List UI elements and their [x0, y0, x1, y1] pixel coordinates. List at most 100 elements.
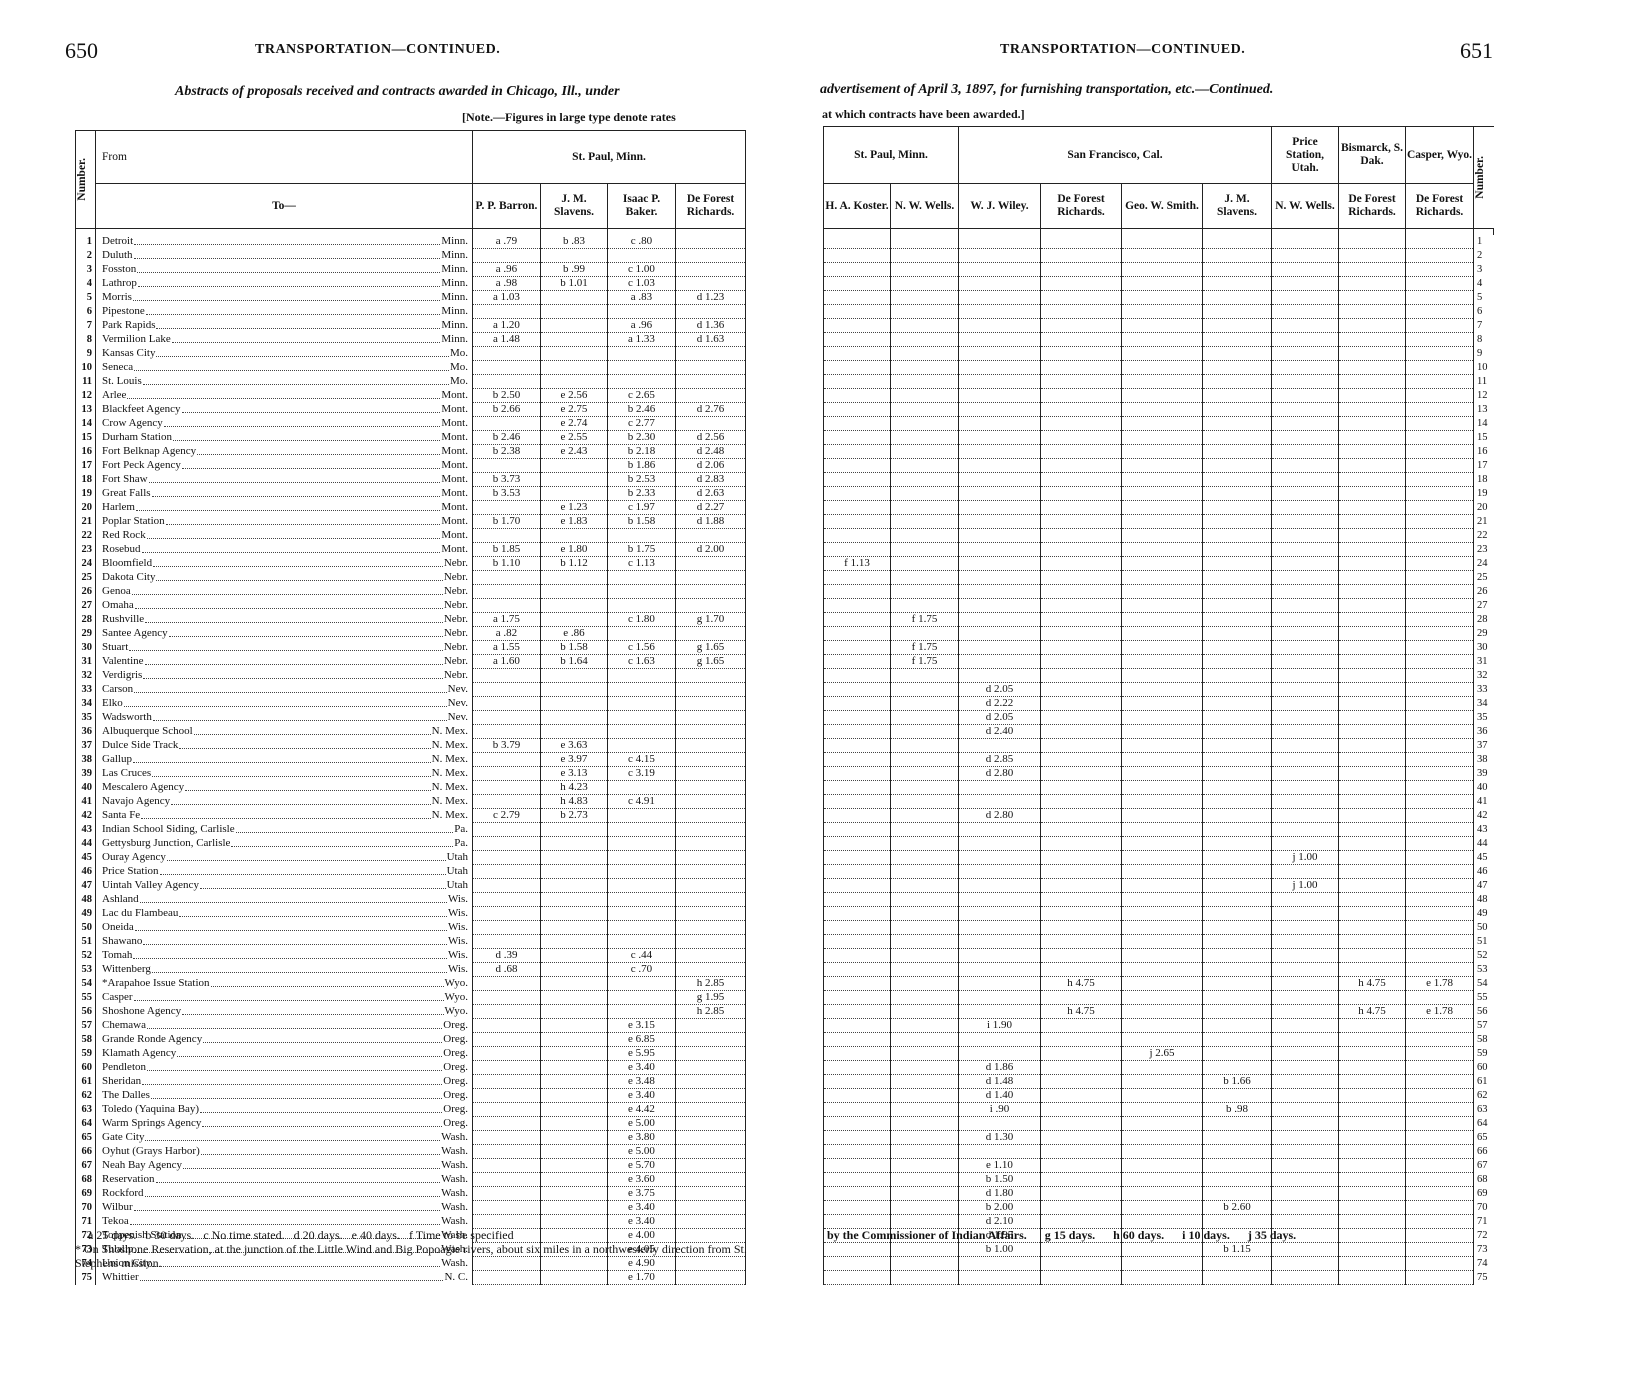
rate: [1338, 374, 1407, 389]
row-number: 51: [75, 934, 96, 949]
state: Nebr.: [443, 669, 468, 681]
running-head: TRANSPORTATION—CONTINUED.: [255, 42, 501, 57]
leader: [137, 277, 441, 287]
row: 20: [823, 500, 1494, 515]
rate: d 1.63: [675, 332, 746, 347]
rate: b 1.64: [540, 654, 608, 669]
rate: [823, 304, 891, 319]
rate: [823, 738, 891, 753]
place-line: Navajo Agency N. Mex.: [102, 795, 468, 808]
rate: [958, 1144, 1041, 1159]
row-number: 56: [1473, 1004, 1494, 1019]
rate: [1271, 836, 1340, 851]
row: 67 Neah Bay Agency Wash. e 5.70: [75, 1158, 746, 1173]
row: 32: [823, 668, 1494, 683]
rate: [1040, 766, 1122, 781]
rate: [1121, 864, 1203, 879]
rate: [472, 1130, 541, 1145]
rate: [1271, 235, 1340, 249]
place-line: Fort Shaw Mont.: [102, 473, 468, 486]
row-number: 54: [75, 976, 96, 991]
place-line: Carson Nev.: [102, 683, 468, 696]
rate: g 1.65: [675, 640, 746, 655]
place-line: Rosebud Mont.: [102, 543, 468, 556]
state: Nebr.: [443, 599, 468, 611]
rate: [1271, 948, 1340, 963]
place-name: Tulalip: [102, 1243, 134, 1255]
rate: [823, 1004, 891, 1019]
rate: [1271, 710, 1340, 725]
rate: [540, 1060, 608, 1075]
rate: [1338, 668, 1407, 683]
rate: [675, 710, 746, 725]
place-name: Rockford: [102, 1187, 144, 1199]
rate: [675, 920, 746, 935]
state: Pa.: [454, 823, 468, 835]
leader: [141, 543, 441, 553]
rate: [1121, 1004, 1203, 1019]
rate: [1040, 486, 1122, 501]
rate: b 3.73: [472, 472, 541, 487]
rate: a 1.03: [472, 290, 541, 305]
rate: [1201, 1158, 1273, 1173]
row: 49: [823, 906, 1494, 921]
place-line: Pendleton Oreg.: [102, 1061, 468, 1074]
rate: [607, 696, 676, 711]
row: 10: [823, 360, 1494, 375]
rate: [1405, 752, 1475, 767]
row-number: 70: [1473, 1200, 1494, 1215]
rate: [1201, 892, 1273, 907]
rate: [958, 486, 1041, 501]
row-number: 19: [75, 486, 96, 501]
rate: [1201, 920, 1273, 935]
rate: d 1.80: [958, 1186, 1041, 1201]
rate: [675, 962, 746, 977]
rate: [540, 1088, 608, 1103]
rate: [958, 402, 1041, 417]
leader: [143, 669, 443, 679]
column-header: Geo. W. Smith.: [1121, 183, 1203, 229]
leader: [143, 935, 447, 945]
rate: [1338, 1228, 1407, 1243]
left-table: Number. From St. Paul, Minn. To— P. P. Barro…: [75, 130, 746, 1285]
row: 27 Omaha Nebr.: [75, 598, 746, 613]
place-line: Fosston Minn.: [102, 263, 468, 276]
rate: [607, 822, 676, 837]
rate: [1201, 444, 1273, 459]
rate: a 1.55: [472, 640, 541, 655]
rate: [1121, 738, 1203, 753]
rate: [1338, 1130, 1407, 1145]
place: Tekoa Wash.: [95, 1214, 473, 1229]
rate: b 1.12: [540, 556, 608, 571]
rate: [472, 1032, 541, 1047]
row-number: 9: [1473, 346, 1494, 361]
leader: [151, 963, 447, 973]
rate: [1405, 1018, 1475, 1033]
row: 5: [823, 290, 1494, 305]
rate: c .80: [607, 235, 676, 249]
rate: [1338, 304, 1407, 319]
rate: [1271, 1256, 1340, 1271]
rate: a .96: [472, 262, 541, 277]
rate: [1121, 556, 1203, 571]
rate: [823, 402, 891, 417]
rate: [540, 1074, 608, 1089]
row: 5 Morris Minn. a 1.03 a .83 d 1.23: [75, 290, 746, 305]
rate: c 4.91: [607, 794, 676, 809]
group-header: St. Paul, Minn.: [823, 126, 959, 184]
place-name: Great Falls: [102, 487, 151, 499]
rate: [1201, 1004, 1273, 1019]
leader: [159, 865, 446, 875]
rate: [675, 934, 746, 949]
column-header: N. W. Wells.: [890, 183, 959, 229]
rate: b 1.10: [472, 556, 541, 571]
rate: [472, 1186, 541, 1201]
rate: [675, 1130, 746, 1145]
rate: b 2.46: [607, 402, 676, 417]
rate: c .70: [607, 962, 676, 977]
rate: [1338, 458, 1407, 473]
rate: [1121, 402, 1203, 417]
rate: b 1.75: [607, 542, 676, 557]
row-number: 22: [75, 528, 96, 543]
rate: [1405, 780, 1475, 795]
